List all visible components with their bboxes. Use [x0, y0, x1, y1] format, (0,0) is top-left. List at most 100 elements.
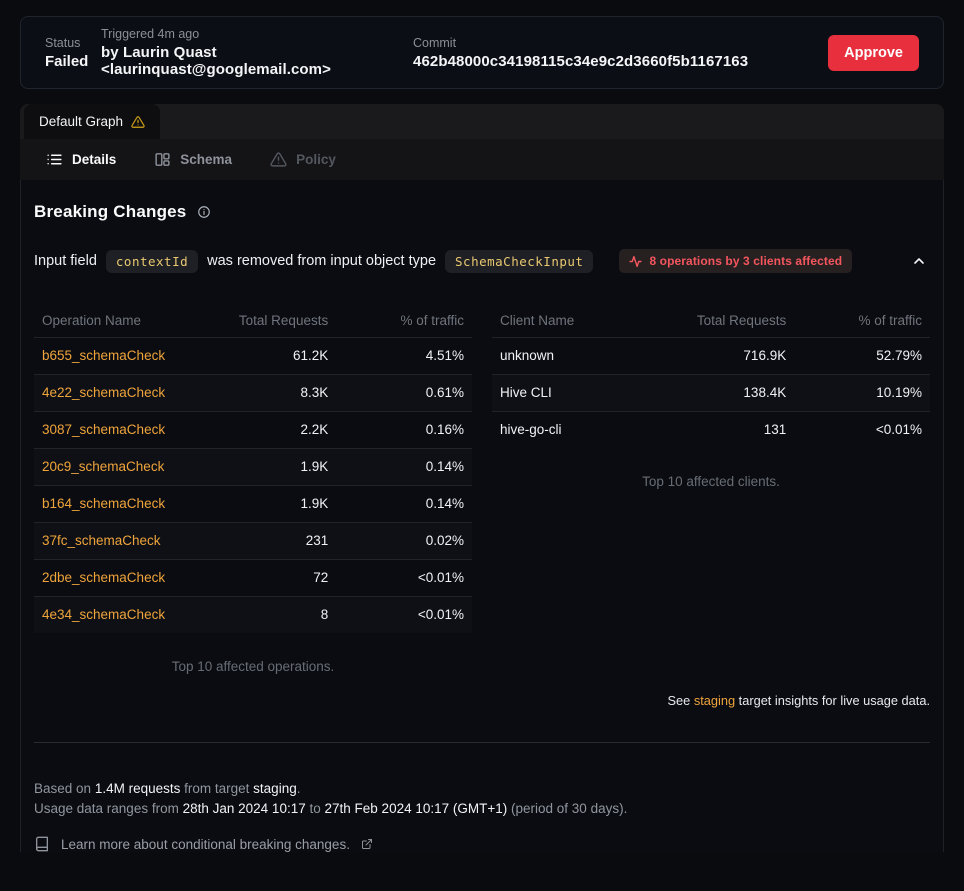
operation-requests: 1.9K	[300, 459, 329, 474]
activity-pulse-icon	[629, 255, 643, 268]
usage-summary: Based on 1.4M requests from target stagi…	[34, 779, 930, 819]
breaking-change-row[interactable]: Input field contextId was removed from i…	[34, 249, 930, 273]
client-requests: 138.4K	[743, 385, 787, 400]
breaking-change-description: Input field contextId was removed from i…	[34, 249, 911, 273]
breaking-changes-title: Breaking Changes	[34, 202, 187, 221]
col-total-requests: Total Requests	[238, 312, 329, 328]
table-row: 4e34_schemaCheck 8 <0.01%	[34, 596, 472, 633]
check-summary-card: Status Failed Triggered 4m ago by Laurin…	[20, 16, 944, 89]
based-on-text: Based on	[34, 781, 92, 796]
client-traffic: 52.79%	[876, 348, 922, 363]
chevron-up-icon[interactable]	[911, 253, 927, 269]
type-code-chip: SchemaCheckInput	[445, 249, 594, 273]
details-panel: Breaking Changes Input field contextId w…	[20, 180, 944, 852]
insights-note: See staging target insights for live usa…	[492, 663, 930, 708]
breaking-changes-header: Breaking Changes	[34, 180, 930, 222]
client-name: hive-go-cli	[500, 422, 562, 438]
operation-traffic: 0.14%	[425, 459, 464, 474]
affected-operations-badge: 8 operations by 3 clients affected	[619, 249, 853, 273]
table-row: Hive CLI 138.4K 10.19%	[492, 374, 930, 411]
operation-traffic: 4.51%	[425, 348, 464, 363]
usage-summary-line2: Usage data ranges from 28th Jan 2024 10:…	[34, 799, 930, 819]
tab-default-graph-label: Default Graph	[39, 114, 124, 129]
operation-traffic: <0.01%	[417, 607, 464, 623]
tab-details-label: Details	[72, 152, 117, 167]
operation-requests: 8.3K	[300, 385, 329, 400]
status-label: Status	[45, 35, 81, 50]
col-pct-traffic: % of traffic	[400, 312, 464, 328]
staging-target-link[interactable]: staging	[693, 693, 736, 708]
operation-link[interactable]: 3087_schemaCheck	[42, 422, 166, 437]
schema-icon	[154, 151, 171, 168]
tab-default-graph[interactable]: Default Graph	[24, 104, 161, 139]
target-name: staging	[253, 781, 297, 796]
operation-requests: 1.9K	[300, 496, 329, 511]
footer-divider	[34, 742, 930, 743]
from-target-text: from target	[184, 781, 250, 796]
range-suffix-text: (period of 30 days).	[511, 801, 628, 816]
table-row: 2dbe_schemaCheck 72 <0.01%	[34, 559, 472, 596]
tab-details[interactable]: Details	[46, 151, 116, 168]
operation-requests: 61.2K	[292, 348, 329, 363]
insights-note-see: See	[667, 693, 691, 708]
range-prefix-text: Usage data ranges from	[34, 801, 179, 816]
insights-note-rest: target insights for live usage data.	[738, 693, 930, 708]
operation-link[interactable]: 20c9_schemaCheck	[42, 459, 165, 474]
clients-table-caption: Top 10 affected clients.	[642, 474, 780, 489]
client-requests: 131	[763, 422, 787, 438]
tab-policy[interactable]: Policy	[270, 151, 336, 168]
table-row: 20c9_schemaCheck 1.9K 0.14%	[34, 448, 472, 485]
status-block: Status Failed	[45, 36, 101, 70]
operation-link[interactable]: b164_schemaCheck	[42, 496, 166, 511]
info-icon[interactable]	[197, 205, 211, 219]
affected-badge-label: 8 operations by 3 clients affected	[649, 254, 843, 268]
operation-link[interactable]: 4e34_schemaCheck	[42, 607, 166, 623]
learn-more-label: Learn more about conditional breaking ch…	[61, 836, 350, 852]
commit-hash: 462b48000c34198115c34e9c2d3660f5b1167163	[413, 52, 749, 70]
operations-table-caption: Top 10 affected operations.	[171, 659, 335, 674]
range-start-date: 28th Jan 2024 10:17	[182, 801, 306, 816]
usage-tables: Operation Name Total Requests % of traff…	[34, 304, 930, 708]
warning-triangle-icon	[131, 115, 145, 129]
check-nav: Details Schema Policy	[20, 139, 944, 180]
clients-table-header-row: Client Name Total Requests % of traffic	[492, 304, 930, 337]
graph-tab-strip: Default Graph	[20, 104, 944, 139]
tab-schema[interactable]: Schema	[154, 151, 232, 168]
approve-button[interactable]: Approve	[828, 34, 919, 71]
field-code-chip: contextId	[105, 249, 199, 273]
external-link-icon	[361, 838, 373, 850]
status-value: Failed	[45, 52, 89, 70]
client-traffic: <0.01%	[875, 422, 922, 438]
operation-requests: 2.2K	[300, 422, 329, 437]
operation-requests: 72	[313, 570, 329, 585]
operation-traffic: 0.61%	[425, 385, 464, 400]
table-row: 37fc_schemaCheck 231 0.02%	[34, 522, 472, 559]
learn-more-link[interactable]: Learn more about conditional breaking ch…	[34, 836, 930, 852]
operation-link[interactable]: b655_schemaCheck	[42, 348, 166, 363]
warning-triangle-icon	[270, 151, 287, 168]
table-row: b164_schemaCheck 1.9K 0.14%	[34, 485, 472, 522]
commit-label: Commit	[413, 35, 457, 50]
triggered-author: by Laurin Quast <laurinquast@googlemail.…	[101, 44, 331, 78]
book-icon	[34, 836, 50, 852]
clients-table: Client Name Total Requests % of traffic …	[492, 304, 930, 448]
operations-table-header-row: Operation Name Total Requests % of traff…	[34, 304, 472, 337]
table-row: 3087_schemaCheck 2.2K 0.16%	[34, 411, 472, 448]
operation-link[interactable]: 4e22_schemaCheck	[42, 385, 166, 400]
usage-summary-line1: Based on 1.4M requests from target stagi…	[34, 779, 930, 799]
list-icon	[46, 151, 63, 168]
table-row: 4e22_schemaCheck 8.3K 0.61%	[34, 374, 472, 411]
col-total-requests: Total Requests	[696, 312, 787, 328]
operation-link[interactable]: 37fc_schemaCheck	[42, 533, 161, 548]
operation-requests: 231	[305, 533, 329, 548]
col-pct-traffic: % of traffic	[858, 312, 922, 328]
operation-link[interactable]: 2dbe_schemaCheck	[42, 570, 166, 585]
range-to-text: to	[309, 801, 321, 816]
change-text-prefix: Input field	[34, 253, 97, 269]
tab-schema-label: Schema	[180, 152, 233, 167]
triggered-block: Triggered 4m ago by Laurin Quast <laurin…	[101, 27, 413, 78]
range-end-date: 27th Feb 2024 10:17 (GMT+1)	[324, 801, 508, 816]
client-traffic: 10.19%	[876, 385, 922, 400]
col-operation-name: Operation Name	[42, 312, 142, 328]
operation-traffic: <0.01%	[417, 570, 464, 585]
